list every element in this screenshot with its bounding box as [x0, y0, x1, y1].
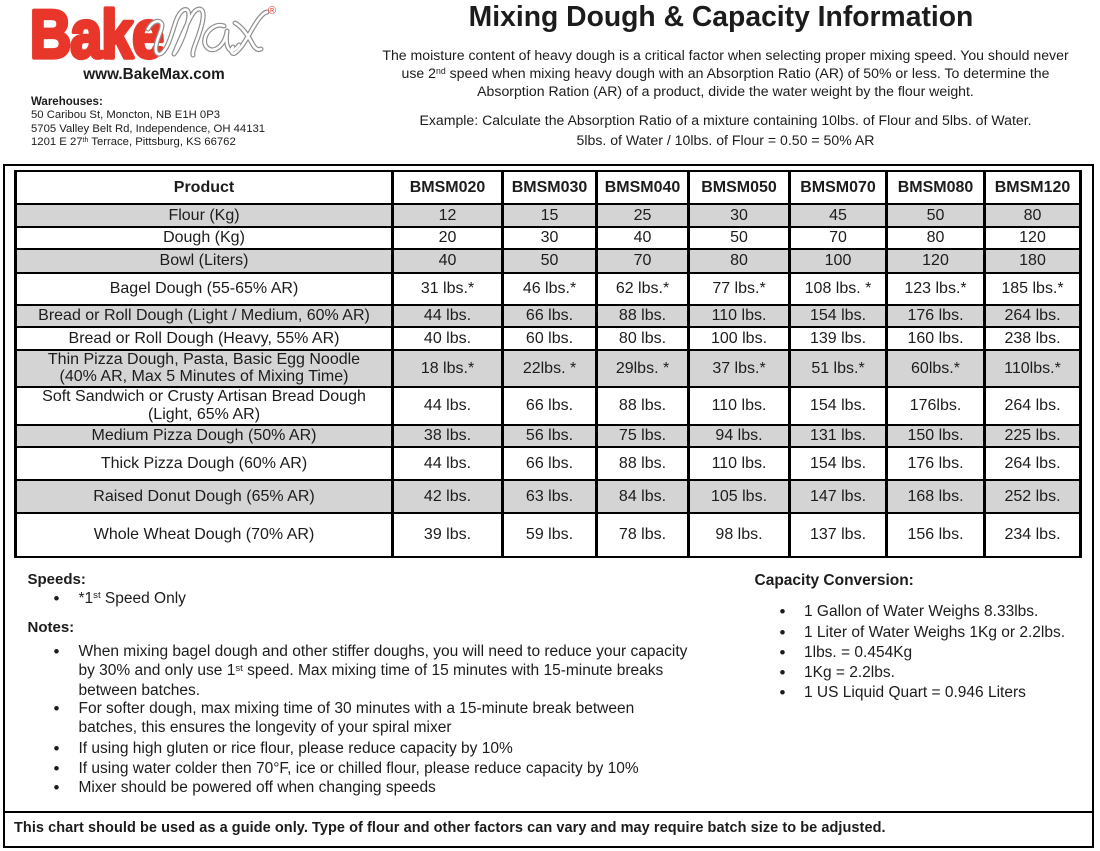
svg-text:®: ® [268, 5, 276, 17]
svg-text:Bake: Bake [30, 0, 163, 70]
